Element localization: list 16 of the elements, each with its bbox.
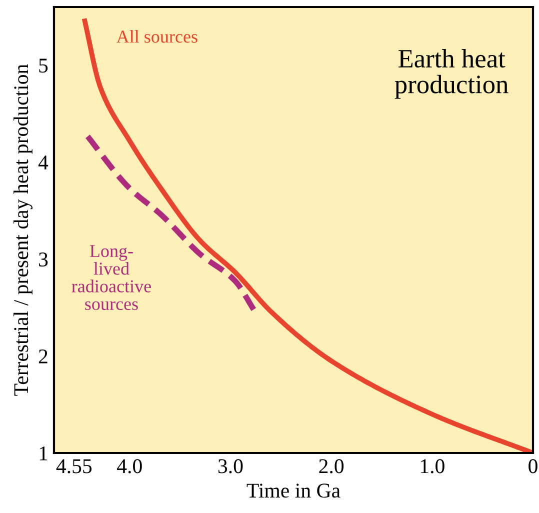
x-axis-title: Time in Ga — [246, 484, 340, 498]
x-tick-label: 4.0 — [117, 459, 142, 474]
x-tick-label: 1.0 — [420, 459, 444, 474]
y-tick-label: 3 — [39, 252, 48, 267]
series-label: Long- lived radioactive sources — [72, 245, 151, 310]
series-label: All sources — [116, 30, 198, 43]
y-tick-label: 4 — [38, 156, 48, 170]
y-tick-label: 5 — [39, 58, 48, 73]
x-tick-label: 2.0 — [319, 459, 344, 474]
x-tick-label: 4.55 — [56, 459, 92, 474]
x-tick-label: 0 — [528, 459, 538, 474]
y-tick-label: 2 — [38, 349, 48, 364]
y-tick-label: 1 — [40, 446, 48, 460]
x-tick-label: 3.0 — [218, 459, 243, 474]
text: Earth heat production — [394, 49, 508, 99]
y-axis-title: Terrestrial / present day heat production — [14, 64, 32, 396]
